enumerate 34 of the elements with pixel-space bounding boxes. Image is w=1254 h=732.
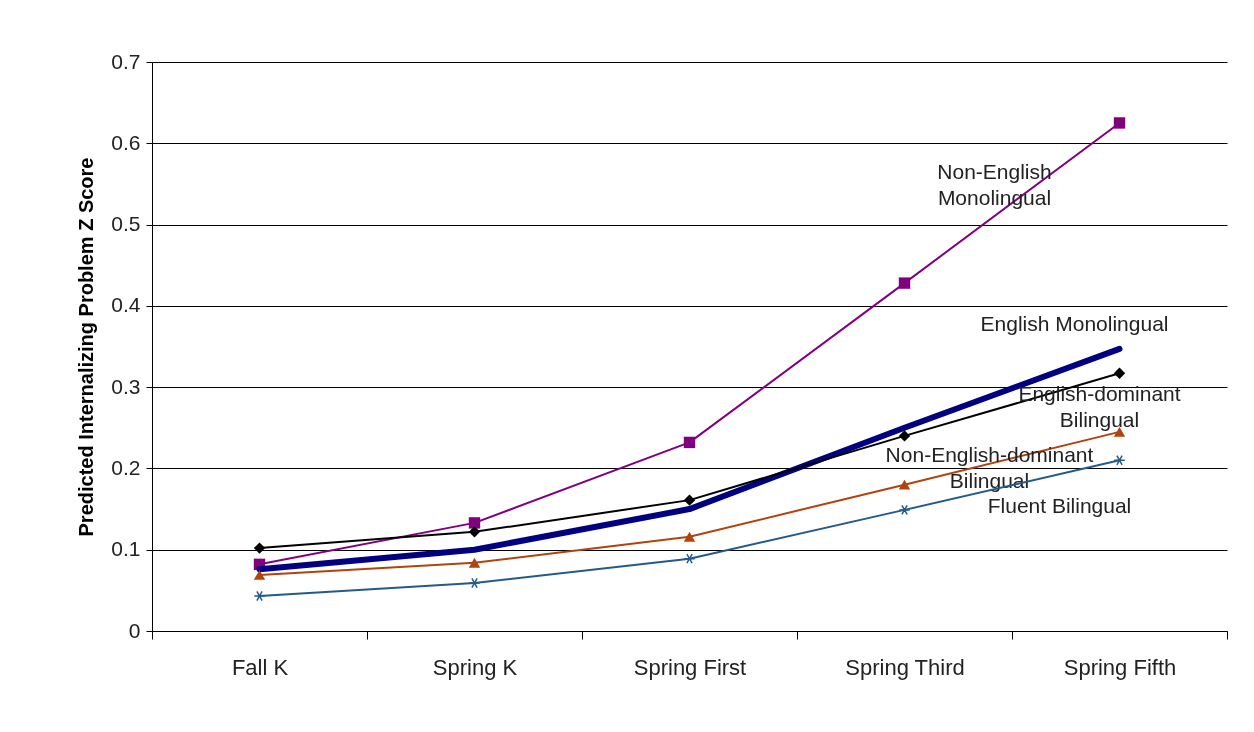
point — [683, 553, 696, 564]
series-label: Fluent Bilingual — [987, 494, 1132, 518]
y-tick-label: 0.6 — [111, 130, 141, 154]
point — [253, 569, 266, 580]
point — [898, 504, 911, 516]
point — [253, 590, 266, 602]
series-label: English Monolingual — [980, 311, 1169, 335]
point — [468, 577, 481, 589]
point — [898, 277, 911, 289]
x-tick-label: Spring K — [432, 654, 518, 680]
y-tick-label: 0.2 — [111, 455, 141, 479]
point — [683, 436, 696, 449]
y-tick-label: 0.3 — [111, 374, 141, 398]
y-tick-label: 0.4 — [111, 293, 141, 317]
y-axis-title: Predicted Internalizing Problem Z Score — [75, 157, 98, 537]
point — [683, 494, 696, 506]
point — [468, 526, 481, 538]
point — [898, 479, 911, 490]
y-tick-label: 0.7 — [111, 49, 141, 73]
y-tick-label: 0.5 — [111, 212, 141, 236]
x-tick-label: Spring Fifth — [1063, 654, 1177, 680]
x-tick-label: Spring Third — [845, 654, 965, 680]
point — [1113, 367, 1126, 380]
point — [683, 531, 696, 542]
point — [1113, 117, 1126, 129]
point — [468, 517, 481, 529]
point — [253, 542, 266, 554]
point — [468, 557, 481, 568]
y-tick-label: 0.1 — [111, 537, 141, 561]
x-tick-label: Spring First — [633, 654, 747, 680]
x-tick-label: Fall K — [231, 654, 289, 680]
point — [898, 430, 911, 442]
point — [1113, 454, 1126, 466]
y-tick-label: 0 — [128, 618, 141, 642]
